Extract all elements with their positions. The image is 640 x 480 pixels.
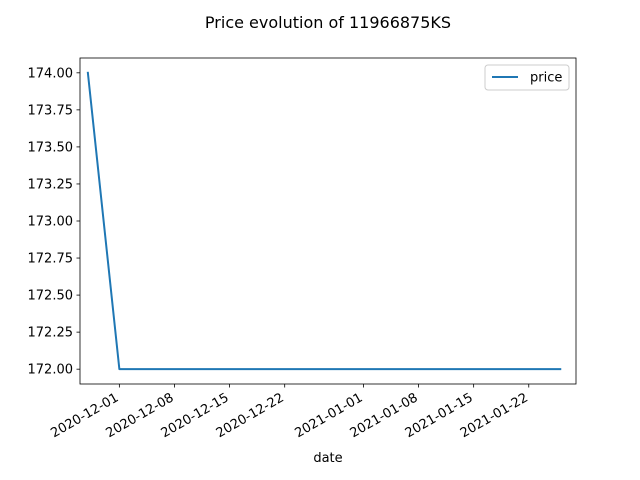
y-tick-label: 173.50	[28, 140, 74, 155]
y-axis: 172.00 172.25 172.50 172.75 173.00 173.25 173.…	[28, 66, 80, 378]
legend-label-price: price	[530, 71, 562, 86]
y-tick-label: 172.25	[28, 326, 74, 341]
series-line-price	[86, 71, 562, 371]
chart-title: Price evolution of 11966875KS	[205, 13, 451, 32]
y-tick-label: 173.75	[28, 103, 74, 118]
series-layer	[86, 71, 562, 371]
x-axis-label: date	[313, 451, 342, 466]
legend-box	[484, 64, 570, 91]
y-tick-label: 172.00	[28, 363, 74, 378]
legend: price	[484, 64, 570, 91]
y-tick-label: 172.50	[28, 289, 74, 304]
y-tick-label: 174.00	[28, 66, 74, 81]
y-tick-label: 173.25	[28, 177, 74, 192]
x-axis: 2020-12-012020-12-082020-12-152020-12-22…	[48, 384, 531, 441]
y-tick-label: 173.00	[28, 215, 74, 230]
y-tick-label: 172.75	[28, 252, 74, 267]
plot-area	[79, 57, 577, 385]
